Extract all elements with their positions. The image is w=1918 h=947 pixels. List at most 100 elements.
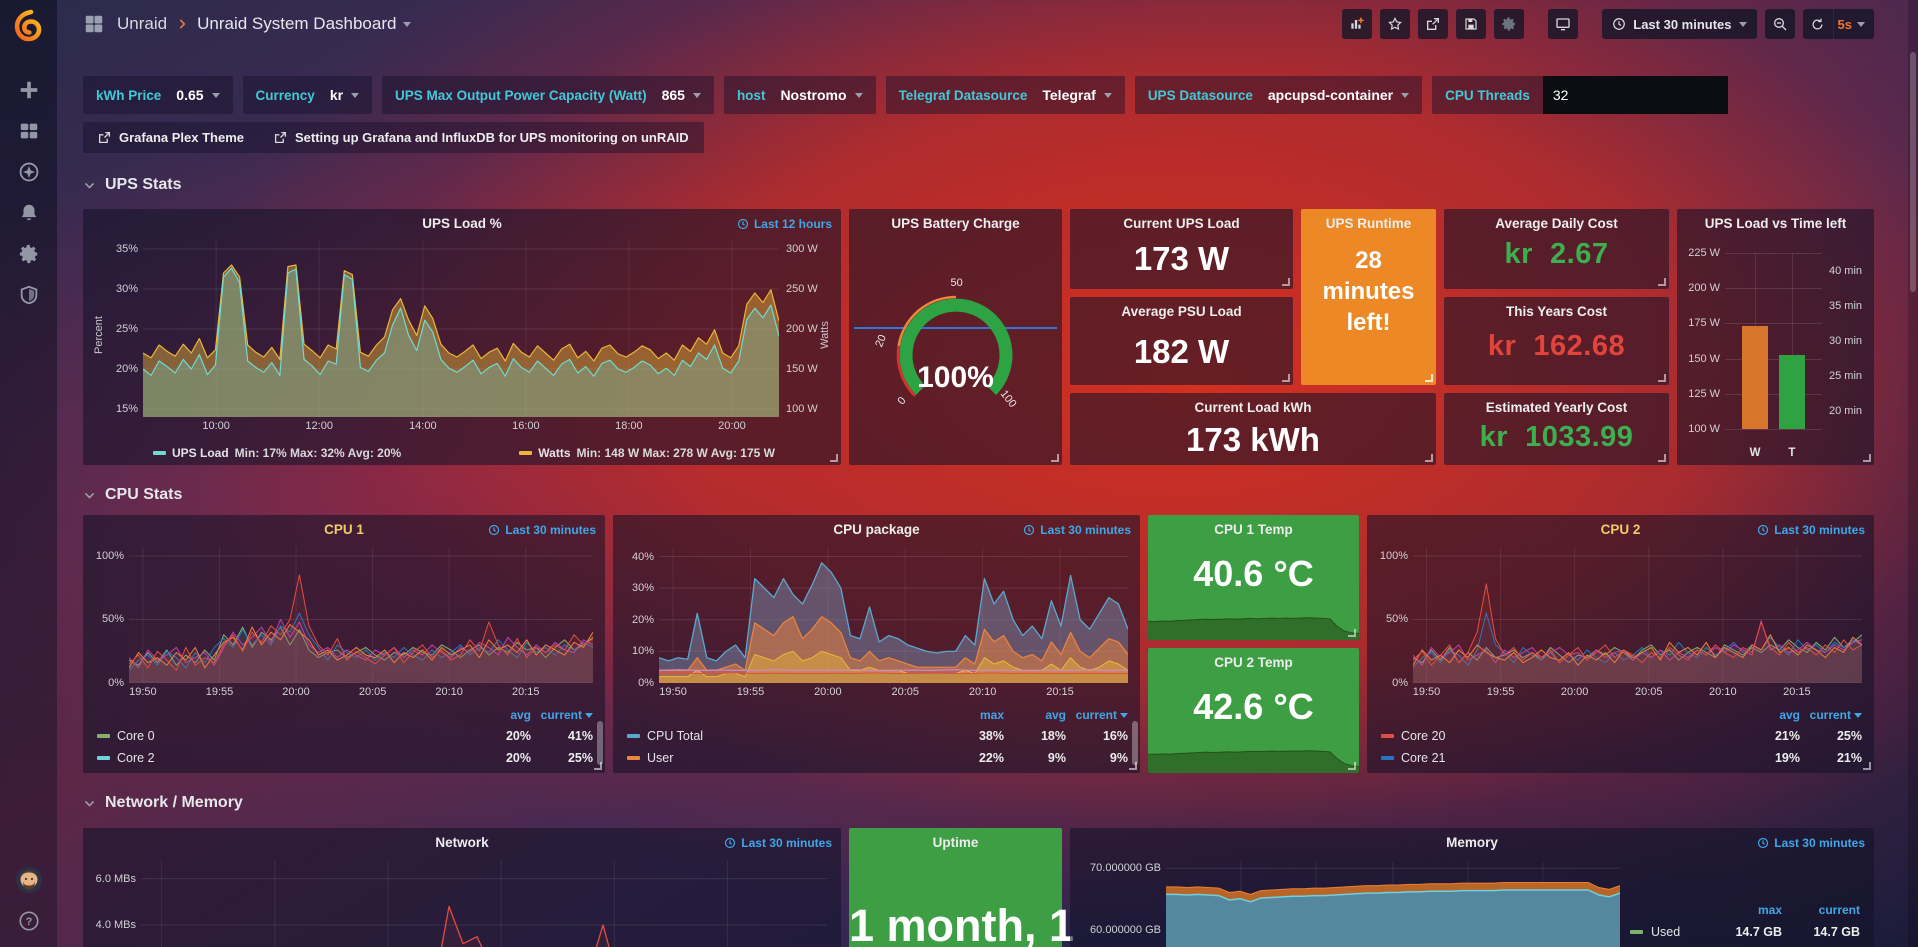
panel-time-range[interactable]: Last 30 minutes [724,836,832,850]
breadcrumb-dashboard-title[interactable]: Unraid System Dashboard [197,14,412,34]
refresh-control[interactable]: 5s [1802,9,1874,39]
legend-sort-current[interactable]: current [1066,708,1128,722]
alerting-bell-icon[interactable] [17,201,41,225]
legend-sort-max[interactable]: max [1757,903,1782,917]
refresh-icon[interactable] [1803,17,1833,32]
legend-series-name[interactable]: Core 2 [97,751,469,765]
page-scrollbar-thumb[interactable] [1910,52,1916,292]
legend-series-name[interactable]: CPU Total [627,729,942,743]
legend-series-name[interactable]: Core 0 [97,729,469,743]
panel-time-range[interactable]: Last 30 minutes [1023,523,1131,537]
panel-title[interactable]: UPS Load vs Time left [1704,216,1847,231]
panel-title[interactable]: Current UPS Load [1123,216,1240,231]
share-button[interactable] [1418,9,1449,39]
star-button[interactable] [1380,9,1411,39]
link-grafana-plex-theme[interactable]: Grafana Plex Theme [83,122,259,153]
bar-watts[interactable] [1741,326,1769,429]
panel-title[interactable]: Current Load kWh [1194,400,1312,415]
save-button[interactable] [1456,9,1487,39]
legend-value: 9% [1047,751,1066,765]
section-header-network-memory[interactable]: Network / Memory [83,791,1874,815]
panel-time-range[interactable]: Last 12 hours [737,217,832,231]
panel-title[interactable]: Average Daily Cost [1495,216,1618,231]
variable-dropdown[interactable]: Nostromo [780,87,863,103]
legend-series-name[interactable]: Used [1630,925,1704,939]
legend-value: 38% [978,729,1004,743]
panel-title[interactable]: Uptime [932,835,979,850]
legend-scrollbar[interactable] [1132,721,1138,765]
refresh-interval-dropdown[interactable]: 5s [1832,9,1874,39]
chart-plot[interactable]: 19:50 19:55 20:00 20:05 20:10 20:15 [659,547,1128,698]
bar-time-left[interactable] [1778,355,1806,429]
panel-time-range[interactable]: Last 30 minutes [1757,836,1865,850]
panel-title[interactable]: CPU 1 [324,522,364,537]
panel-time-range[interactable]: Last 30 minutes [1757,523,1865,537]
legend-series-name[interactable]: Core 21 [1381,751,1738,765]
help-icon[interactable]: ? [17,909,41,933]
panel-title[interactable]: Average PSU Load [1121,304,1242,319]
section-header-cpu-stats[interactable]: CPU Stats [83,483,1874,507]
memory-chart[interactable] [1166,862,1620,947]
axis-tick: 20:05 [358,686,387,698]
ups-load-chart[interactable] [143,241,779,417]
legend-sort-current[interactable]: current [1800,708,1862,722]
add-panel-button[interactable] [1342,9,1373,39]
server-admin-shield-icon[interactable] [17,283,41,307]
legend-scrollbar[interactable] [597,721,603,765]
legend-sort-avg[interactable]: avg [510,708,531,722]
cpu-package-chart[interactable] [659,547,1128,683]
chart-plot[interactable] [141,860,827,947]
legend-sort-current[interactable]: current [531,708,593,722]
cpu2-chart[interactable] [1413,547,1862,683]
time-range-picker[interactable]: Last 30 minutes [1602,9,1757,39]
legend-series-name[interactable]: Core 20 [1381,729,1738,743]
panel-title[interactable]: Memory [1446,835,1498,850]
panel-title[interactable]: Estimated Yearly Cost [1485,400,1628,415]
legend-series-name[interactable]: Watts [538,446,571,460]
legend-sort-max[interactable]: max [979,708,1004,722]
explore-icon[interactable] [17,160,41,184]
configuration-gear-icon[interactable] [17,242,41,266]
chart-plot[interactable]: 19:50 19:55 20:00 20:05 20:10 20:15 [129,547,593,698]
variable-dropdown[interactable]: kr [330,87,360,103]
section-header-ups-stats[interactable]: UPS Stats [83,173,1874,197]
variable-dropdown[interactable]: 865 [662,87,701,103]
legend-sort-current[interactable]: current [1818,903,1860,917]
cpu-threads-input[interactable] [1542,76,1728,114]
variable-dropdown[interactable]: 0.65 [176,87,220,103]
panel-title[interactable]: UPS Load % [422,216,502,231]
page-scrollbar[interactable] [1908,0,1918,947]
panel-title[interactable]: This Years Cost [1505,304,1608,319]
panel-title[interactable]: UPS Battery Charge [891,216,1020,231]
panel-title[interactable]: CPU 2 [1600,522,1641,537]
link-ups-monitoring-guide[interactable]: Setting up Grafana and InfluxDB for UPS … [259,122,704,153]
variable-dropdown[interactable]: Telegraf [1042,87,1112,103]
dashboard-settings-button[interactable] [1494,9,1525,39]
navbar-actions: Last 30 minutes 5s [1342,9,1874,39]
panel-title[interactable]: CPU package [833,522,920,537]
bar-chart-plot[interactable]: W T [1725,253,1822,459]
panel-title[interactable]: Network [435,835,489,850]
cpu1-chart[interactable] [129,547,593,683]
create-icon[interactable] [17,78,41,102]
network-chart[interactable] [141,860,827,947]
chart-plot[interactable] [1166,862,1620,947]
dashboards-icon[interactable] [17,119,41,143]
breadcrumb-app[interactable]: Unraid [117,14,168,33]
variable-dropdown[interactable]: apcupsd-container [1268,87,1410,103]
legend-sort-avg[interactable]: avg [1045,708,1066,722]
legend-series-name[interactable]: UPS Load [172,446,229,460]
user-avatar[interactable] [15,867,42,893]
legend-series-name[interactable]: User [627,751,942,765]
panel-title[interactable]: CPU 2 Temp [1214,655,1293,670]
panel-time-range[interactable]: Last 30 minutes [488,523,596,537]
apps-grid-icon[interactable] [83,13,105,35]
cycle-view-monitor-button[interactable] [1548,9,1579,39]
grafana-logo[interactable] [11,8,47,44]
panel-title[interactable]: CPU 1 Temp [1214,522,1293,537]
panel-title[interactable]: UPS Runtime [1325,216,1412,231]
chart-plot[interactable]: 19:50 19:55 20:00 20:05 20:10 20:15 [1413,547,1862,698]
chart-plot[interactable]: 10:00 12:00 14:00 16:00 18:00 20:00 [143,241,779,432]
legend-sort-avg[interactable]: avg [1779,708,1800,722]
zoom-out-button[interactable] [1764,9,1795,39]
